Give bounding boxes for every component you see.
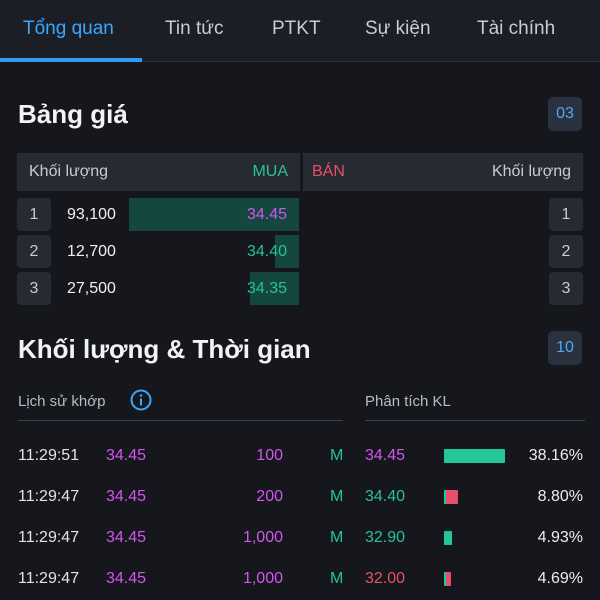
analysis-divider bbox=[365, 420, 585, 421]
trade-time: 11:29:47 bbox=[18, 529, 80, 546]
buy-row-index: 1 bbox=[17, 198, 51, 231]
tab-financials[interactable]: Tài chính bbox=[477, 18, 556, 39]
trade-side: M bbox=[330, 488, 344, 505]
price-board-count-button[interactable]: 03 bbox=[548, 97, 582, 131]
volume-share-bar bbox=[444, 449, 505, 463]
volume-share-bar bbox=[444, 531, 452, 545]
volume-share-bar bbox=[444, 572, 451, 586]
tab-overview[interactable]: Tổng quan bbox=[23, 18, 114, 39]
buy-volume: 93,100 bbox=[67, 206, 116, 223]
buy-depth-bar bbox=[250, 272, 299, 305]
tab-bar: Tổng quan Tin tức PTKT Sự kiện Tài chính bbox=[0, 0, 600, 62]
analysis-price: 32.90 bbox=[365, 529, 406, 546]
buy-header-label: MUA bbox=[252, 163, 288, 180]
buy-depth-bar bbox=[275, 235, 299, 268]
trade-price: 34.45 bbox=[106, 570, 147, 587]
trade-price: 34.45 bbox=[106, 447, 147, 464]
trade-side: M bbox=[330, 570, 344, 587]
history-divider bbox=[18, 420, 343, 421]
sell-row-index: 1 bbox=[549, 198, 583, 231]
buy-price[interactable]: 34.45 bbox=[246, 206, 287, 223]
buy-price[interactable]: 34.40 bbox=[246, 243, 287, 260]
match-history-label: Lịch sử khớp bbox=[18, 393, 106, 410]
buy-price[interactable]: 34.35 bbox=[246, 280, 287, 297]
trade-volume: 200 bbox=[256, 488, 283, 505]
analysis-percent: 4.93% bbox=[537, 529, 583, 546]
sell-header-label: BÁN bbox=[312, 163, 345, 180]
trade-time: 11:29:47 bbox=[18, 570, 80, 587]
tab-technical-analysis[interactable]: PTKT bbox=[272, 18, 321, 39]
volume-share-bar bbox=[444, 490, 458, 504]
analysis-price: 34.40 bbox=[365, 488, 406, 505]
sell-volume-header: Khối lượng bbox=[491, 163, 571, 180]
trade-time: 11:29:51 bbox=[18, 447, 80, 464]
buy-depth-bar bbox=[129, 198, 299, 231]
volume-time-title: Khối lượng & Thời gian bbox=[18, 334, 311, 364]
price-board-title: Bảng giá bbox=[18, 99, 128, 129]
trade-volume: 1,000 bbox=[242, 529, 283, 546]
analysis-price: 34.45 bbox=[365, 447, 406, 464]
buy-header: Khối lượng MUA bbox=[17, 153, 300, 191]
sell-header: BÁN Khối lượng bbox=[303, 153, 583, 191]
trade-price: 34.45 bbox=[106, 488, 147, 505]
trade-volume: 1,000 bbox=[242, 570, 283, 587]
sell-row-index: 3 bbox=[549, 272, 583, 305]
volume-analysis-label: Phân tích KL bbox=[365, 393, 451, 410]
analysis-percent: 4.69% bbox=[537, 570, 583, 587]
analysis-percent: 8.80% bbox=[537, 488, 583, 505]
buy-volume: 12,700 bbox=[67, 243, 116, 260]
volume-time-count-button[interactable]: 10 bbox=[548, 331, 582, 365]
trade-side: M bbox=[330, 447, 344, 464]
trade-price: 34.45 bbox=[106, 529, 147, 546]
trade-time: 11:29:47 bbox=[18, 488, 80, 505]
buy-volume: 27,500 bbox=[67, 280, 116, 297]
buy-row-index: 3 bbox=[17, 272, 51, 305]
buy-row-index: 2 bbox=[17, 235, 51, 268]
active-tab-indicator bbox=[0, 58, 142, 62]
info-icon[interactable] bbox=[130, 389, 152, 411]
tab-news[interactable]: Tin tức bbox=[165, 18, 224, 39]
buy-volume-header: Khối lượng bbox=[29, 163, 109, 180]
analysis-percent: 38.16% bbox=[528, 447, 583, 464]
trade-side: M bbox=[330, 529, 344, 546]
trade-volume: 100 bbox=[256, 447, 283, 464]
sell-row-index: 2 bbox=[549, 235, 583, 268]
tab-events[interactable]: Sự kiện bbox=[365, 18, 431, 39]
analysis-price: 32.00 bbox=[365, 570, 406, 587]
